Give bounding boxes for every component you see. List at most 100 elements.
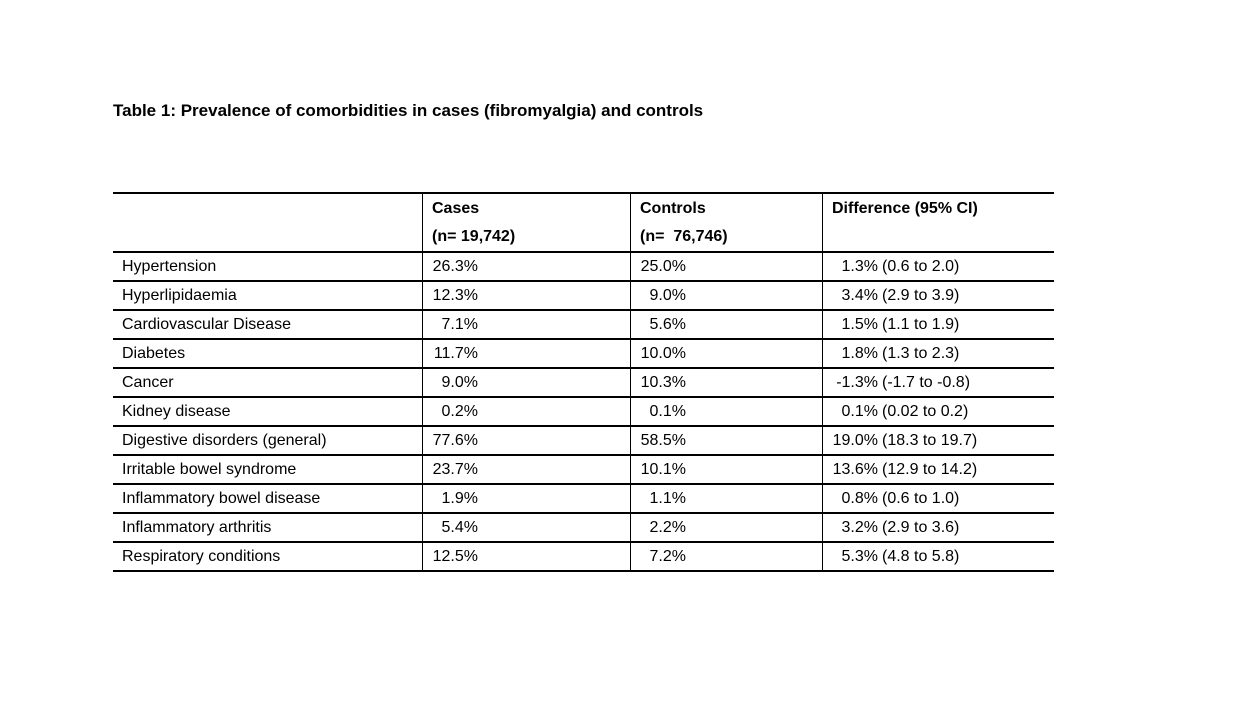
condition-label: Cancer — [113, 369, 422, 398]
difference-cell: -1.3% (-1.7 to -0.8) — [822, 369, 1054, 398]
table-row: Digestive disorders (general) 77.6% 58.5% 1… — [113, 427, 1054, 456]
cases-value: 26.3% — [432, 257, 478, 275]
difference-value: -1.3% — [836, 373, 878, 391]
controls-header-label: Controls — [640, 200, 706, 217]
cases-header-cell: Cases (n= 19,742) — [422, 192, 630, 253]
difference-ci: (18.3 to 19.7) — [882, 431, 978, 449]
controls-value: 58.5% — [640, 431, 686, 449]
controls-value: 0.1% — [649, 402, 686, 420]
cases-value-cell: 77.6% — [422, 427, 630, 456]
table-row: Irritable bowel syndrome 23.7% 10.1% 13.6%(… — [113, 456, 1054, 485]
cases-value: 12.3% — [432, 286, 478, 304]
difference-cell: 19.0% (18.3 to 19.7) — [822, 427, 1054, 456]
controls-value-cell: 25.0% — [630, 253, 822, 282]
difference-cell: 13.6% (12.9 to 14.2) — [822, 456, 1054, 485]
controls-header-n: (n= 76,746) — [640, 228, 728, 245]
table-row: Cancer 9.0% 10.3% -1.3% (-1.7 to -0.8) — [113, 369, 1054, 398]
table-row: Diabetes 11.7% 10.0% 1.8% (1.3 to 2.3) — [113, 340, 1054, 369]
table-row: Respiratory conditions 12.5% 7.2% 5.3% (4.8 … — [113, 543, 1054, 572]
cases-value: 5.4% — [441, 518, 478, 536]
cases-value-cell: 11.7% — [422, 340, 630, 369]
difference-value: 13.6% — [832, 460, 878, 478]
difference-ci: (2.9 to 3.9) — [882, 286, 960, 304]
difference-ci: (1.3 to 2.3) — [882, 344, 960, 362]
difference-header-cell: Difference (95% CI) — [822, 192, 1054, 253]
cases-value: 11.7% — [433, 344, 478, 362]
condition-header-cell — [113, 192, 422, 253]
condition-label: Cardiovascular Disease — [113, 311, 422, 340]
table-row: Inflammatory bowel disease 1.9% 1.1% 0.8% (0… — [113, 485, 1054, 514]
difference-ci: (0.02 to 0.2) — [882, 402, 969, 420]
cases-value: 9.0% — [441, 373, 478, 391]
controls-value: 10.1% — [640, 460, 686, 478]
controls-value-cell: 10.1% — [630, 456, 822, 485]
difference-value: 1.3% — [841, 257, 878, 275]
cases-value-cell: 12.5% — [422, 543, 630, 572]
difference-value: 1.8% — [841, 344, 878, 362]
controls-value-cell: 7.2% — [630, 543, 822, 572]
cases-value-cell: 12.3% — [422, 282, 630, 311]
controls-value: 10.3% — [640, 373, 686, 391]
cases-value: 7.1% — [441, 315, 478, 333]
table-row: Kidney disease 0.2% 0.1% 0.1% (0.02 to 0.2) — [113, 398, 1054, 427]
difference-ci: (-1.7 to -0.8) — [882, 373, 971, 391]
comorbidity-table: Cases (n= 19,742) Controls (n= 76,746) D… — [113, 192, 1054, 572]
cases-value: 23.7% — [432, 460, 478, 478]
difference-cell: 3.4% (2.9 to 3.9) — [822, 282, 1054, 311]
difference-cell: 1.5% (1.1 to 1.9) — [822, 311, 1054, 340]
controls-value-cell: 2.2% — [630, 514, 822, 543]
difference-value: 1.5% — [841, 315, 878, 333]
table-row: Inflammatory arthritis 5.4% 2.2% 3.2% (2.9 t… — [113, 514, 1054, 543]
controls-value: 5.6% — [649, 315, 686, 333]
cases-value: 77.6% — [432, 431, 478, 449]
controls-value-cell: 0.1% — [630, 398, 822, 427]
difference-value: 0.1% — [841, 402, 878, 420]
condition-label: Kidney disease — [113, 398, 422, 427]
controls-value: 9.0% — [649, 286, 686, 304]
controls-value-cell: 5.6% — [630, 311, 822, 340]
controls-value-cell: 9.0% — [630, 282, 822, 311]
controls-value-cell: 1.1% — [630, 485, 822, 514]
header-row: Cases (n= 19,742) Controls (n= 76,746) D… — [113, 192, 1054, 253]
table-body: Hypertension 26.3% 25.0% 1.3% (0.6 to 2.0) Hy… — [113, 253, 1054, 572]
controls-value: 7.2% — [649, 547, 686, 565]
condition-label: Irritable bowel syndrome — [113, 456, 422, 485]
controls-value: 1.1% — [649, 489, 686, 507]
difference-cell: 1.3% (0.6 to 2.0) — [822, 253, 1054, 282]
condition-label: Hyperlipidaemia — [113, 282, 422, 311]
table-title: Table 1: Prevalence of comorbidities in … — [113, 101, 704, 120]
controls-value-cell: 10.3% — [630, 369, 822, 398]
difference-cell: 3.2% (2.9 to 3.6) — [822, 514, 1054, 543]
cases-value-cell: 1.9% — [422, 485, 630, 514]
difference-value: 0.8% — [841, 489, 878, 507]
cases-value-cell: 26.3% — [422, 253, 630, 282]
cases-value: 1.9% — [441, 489, 478, 507]
condition-label: Hypertension — [113, 253, 422, 282]
table-row: Hyperlipidaemia 12.3% 9.0% 3.4% (2.9 to 3.9) — [113, 282, 1054, 311]
condition-label: Inflammatory bowel disease — [113, 485, 422, 514]
cases-header-n: (n= 19,742) — [432, 228, 516, 245]
controls-value: 2.2% — [649, 518, 686, 536]
difference-cell: 1.8% (1.3 to 2.3) — [822, 340, 1054, 369]
cases-header-label: Cases — [432, 200, 480, 217]
cases-value-cell: 0.2% — [422, 398, 630, 427]
controls-value-cell: 58.5% — [630, 427, 822, 456]
difference-value: 3.4% — [841, 286, 878, 304]
table-row: Cardiovascular Disease 7.1% 5.6% 1.5% (1.1 t… — [113, 311, 1054, 340]
controls-value-cell: 10.0% — [630, 340, 822, 369]
difference-cell: 0.8% (0.6 to 1.0) — [822, 485, 1054, 514]
condition-label: Inflammatory arthritis — [113, 514, 422, 543]
difference-ci: (12.9 to 14.2) — [882, 460, 978, 478]
cases-value: 12.5% — [432, 547, 478, 565]
difference-ci: (0.6 to 1.0) — [882, 489, 960, 507]
table-row: Hypertension 26.3% 25.0% 1.3% (0.6 to 2.0) — [113, 253, 1054, 282]
cases-value-cell: 23.7% — [422, 456, 630, 485]
cases-value-cell: 7.1% — [422, 311, 630, 340]
controls-value: 10.0% — [640, 344, 686, 362]
difference-ci: (2.9 to 3.6) — [882, 518, 960, 536]
controls-header-cell: Controls (n= 76,746) — [630, 192, 822, 253]
difference-header-label: Difference (95% CI) — [832, 200, 978, 217]
difference-value: 3.2% — [841, 518, 878, 536]
cases-value: 0.2% — [441, 402, 478, 420]
difference-ci: (4.8 to 5.8) — [882, 547, 960, 565]
